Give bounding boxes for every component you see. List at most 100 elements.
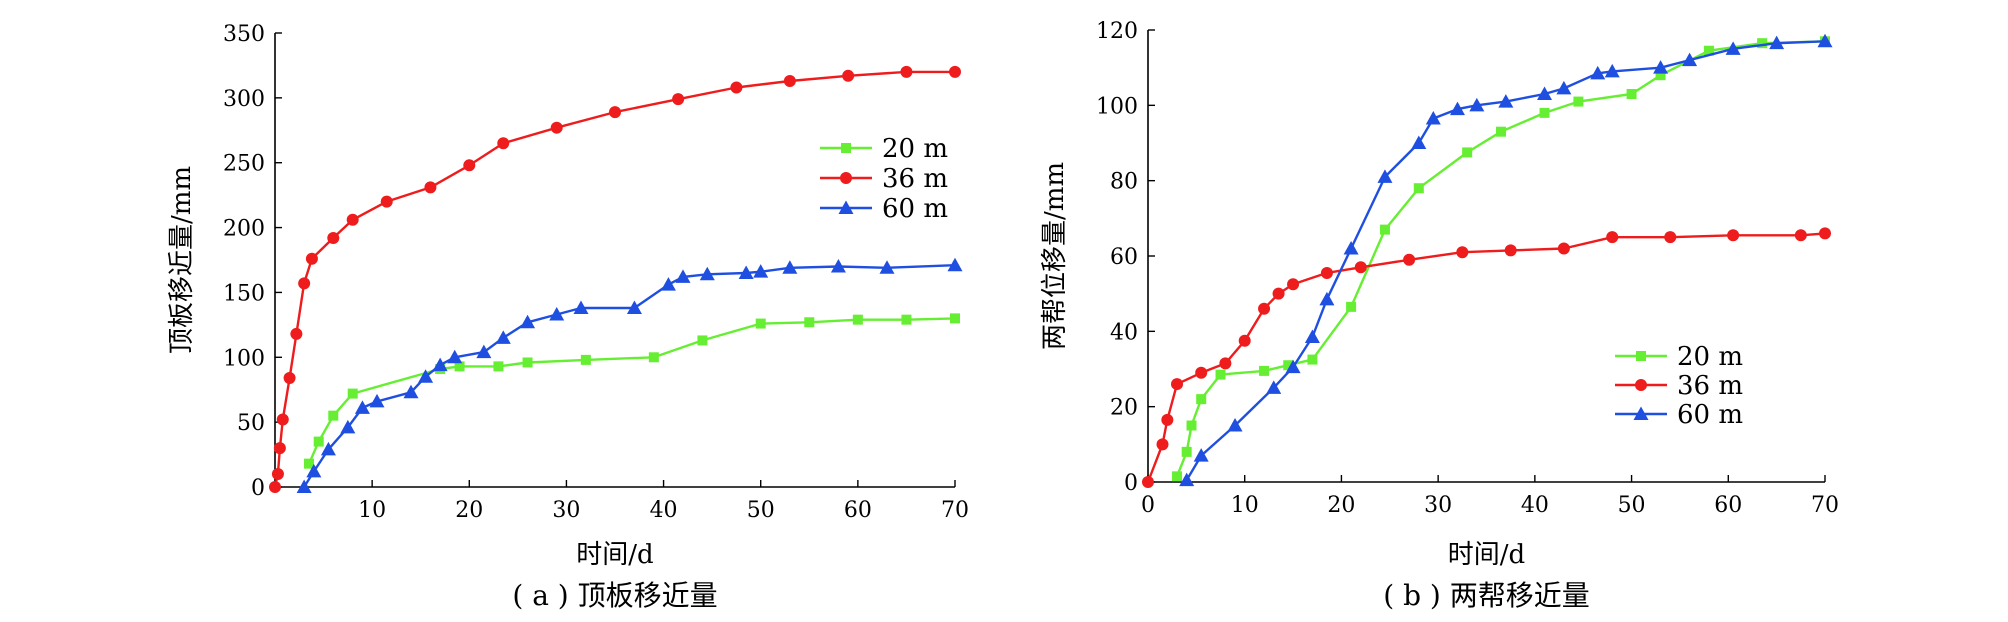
data-point	[842, 69, 855, 82]
data-point	[1227, 418, 1243, 432]
x-axis-label: 时间/d	[1448, 540, 1525, 570]
chart-b: 0 20 40 60 80 100 120 0 10 20 30 40 50 60 70 时间/d 两帮位移量/…	[1040, 19, 1839, 612]
data-point	[298, 277, 311, 290]
data-point	[1172, 471, 1183, 482]
data-point	[1304, 329, 1320, 343]
data-point	[522, 357, 533, 368]
x-tick-label: 10	[358, 498, 386, 523]
y-tick-label: 60	[1110, 245, 1138, 270]
data-point	[273, 442, 286, 455]
data-point	[1449, 101, 1465, 116]
data-point	[304, 458, 314, 469]
data-point	[1606, 231, 1619, 244]
y-tick-label: 200	[223, 217, 265, 242]
data-point	[901, 314, 912, 325]
data-point	[609, 106, 621, 119]
data-point	[1817, 33, 1833, 48]
data-point	[1377, 169, 1393, 183]
chart-caption: ( a ) 顶板移近量	[512, 579, 717, 612]
data-point	[949, 65, 961, 78]
x-axis-label: 时间/d	[576, 540, 653, 570]
x-tick-label: 60	[1714, 493, 1742, 518]
data-point	[1769, 35, 1785, 50]
data-point	[1379, 224, 1390, 235]
legend-label: 36 m	[1677, 371, 1743, 401]
data-point	[626, 300, 642, 314]
data-point	[879, 260, 895, 274]
data-point	[271, 468, 284, 481]
legend-entry: 20 m	[1615, 342, 1743, 372]
data-point	[1259, 365, 1270, 376]
data-point	[346, 213, 359, 226]
y-tick-label: 100	[223, 346, 265, 371]
data-point	[1456, 246, 1469, 259]
data-point	[753, 264, 769, 278]
legend-label: 20 m	[882, 134, 948, 164]
data-point	[283, 372, 296, 385]
data-point	[1171, 378, 1184, 391]
data-point	[1266, 380, 1282, 394]
data-point	[313, 436, 324, 447]
data-point	[672, 93, 685, 106]
data-point	[1354, 261, 1367, 274]
data-point	[697, 335, 708, 346]
series-60m	[296, 257, 963, 493]
chart-a: 0 50 100 150 200 250 300 350 10 20 30 40 50 60 70 时间/d 顶…	[167, 22, 969, 612]
data-point	[1573, 96, 1584, 107]
data-point	[1682, 52, 1698, 67]
legend-label: 36 m	[882, 164, 948, 194]
y-tick-label: 350	[223, 22, 265, 47]
y-tick-label: 40	[1110, 320, 1138, 345]
data-point	[660, 277, 676, 291]
data-point	[1498, 94, 1514, 108]
data-point	[306, 463, 322, 478]
data-point	[804, 317, 815, 328]
data-point	[699, 266, 715, 281]
data-point	[1238, 334, 1251, 347]
legend-marker	[1636, 351, 1646, 361]
data-point	[1664, 231, 1677, 244]
y-tick-label: 50	[237, 411, 265, 436]
data-point	[1411, 135, 1427, 149]
series-20m	[304, 313, 960, 469]
legend-entry: 36 m	[1615, 371, 1743, 401]
x-tick-label: 30	[552, 498, 580, 523]
data-point	[340, 419, 356, 434]
data-point	[1181, 446, 1192, 457]
data-point	[1215, 369, 1226, 380]
data-point	[296, 479, 312, 493]
data-point	[1504, 244, 1517, 257]
legend-entry: 60 m	[820, 194, 948, 224]
legend-label: 20 m	[1677, 342, 1743, 372]
y-axis-label: 顶板移近量/mm	[167, 166, 197, 354]
data-point	[1557, 242, 1570, 255]
data-point	[1285, 359, 1301, 374]
chart-caption: ( b ) 两帮移近量	[1383, 579, 1589, 612]
data-point	[1179, 472, 1195, 487]
y-axis-label: 两帮位移量/mm	[1040, 162, 1070, 350]
legend-label: 60 m	[882, 194, 948, 224]
series-line	[273, 70, 955, 488]
data-point	[354, 400, 370, 414]
data-point	[432, 357, 448, 372]
data-point	[520, 314, 536, 329]
x-tick-label: 20	[455, 498, 483, 523]
data-point	[463, 159, 476, 172]
data-point	[327, 231, 340, 244]
data-point	[1413, 183, 1424, 194]
data-point	[328, 410, 339, 421]
data-point	[493, 361, 504, 372]
legend-marker	[1635, 379, 1647, 391]
series-36m	[269, 65, 961, 493]
data-point	[1186, 420, 1197, 431]
x-tick-label: 30	[1424, 493, 1452, 518]
data-point	[1343, 240, 1359, 255]
data-point	[1794, 229, 1807, 242]
data-point	[424, 181, 437, 194]
data-point	[950, 313, 960, 324]
data-point	[1258, 302, 1271, 315]
data-point	[549, 306, 565, 321]
series-20m	[1172, 36, 1830, 482]
data-point	[454, 361, 465, 372]
data-point	[305, 252, 318, 265]
